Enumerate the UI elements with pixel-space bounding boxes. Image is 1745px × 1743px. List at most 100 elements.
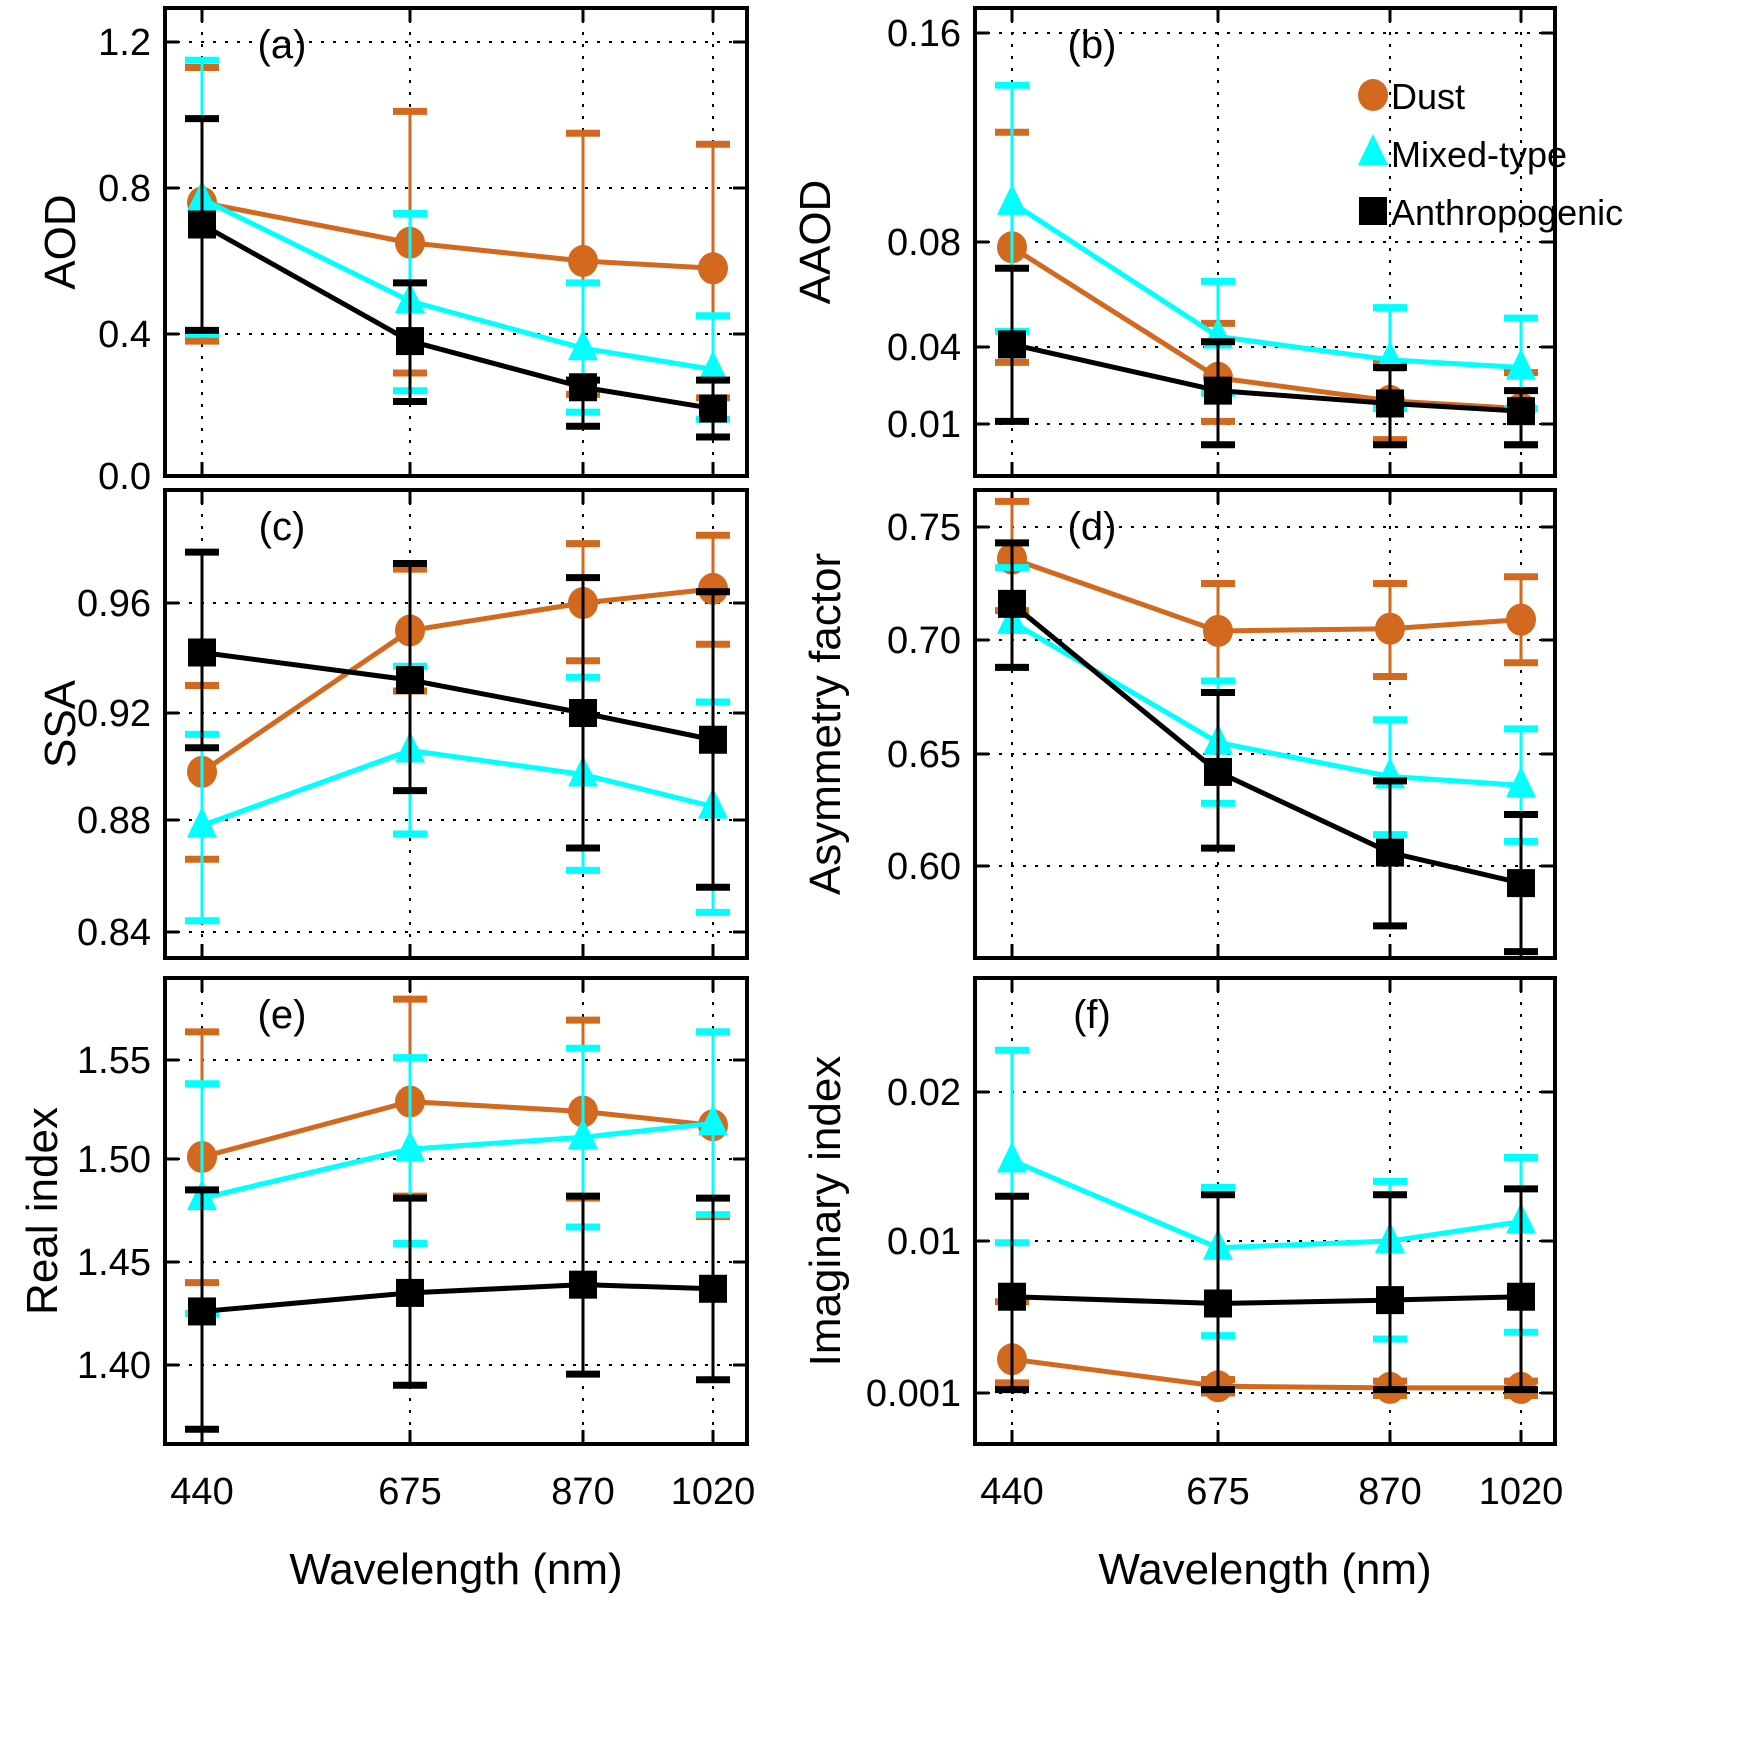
y-tick-label: 0.96 [77,583,151,625]
legend-label: Mixed-type [1391,134,1567,175]
series-line [1011,1158,1522,1251]
series-line [201,1120,714,1201]
data-point [998,330,1026,359]
legend-label: Anthropogenic [1391,192,1623,233]
series-line [1011,341,1522,414]
series-line [1010,245,1522,412]
panel-label: (c) [259,505,306,549]
series-anthro [185,548,730,891]
legend-entry-anthro: Anthropogenic [1359,192,1623,233]
series-anthro [185,115,730,441]
data-point [396,1278,424,1307]
y-tick-label: 0.8 [98,168,151,210]
panel-b: 0.01 0.04 0.08 0.16 (b) AAOD Dust Mixed-type Ant… [791,6,1623,478]
panel-d: 0.60 0.65 0.70 0.75 (d) Asymmetry factor [801,488,1557,960]
series-line [1011,556,1522,634]
series-line [201,200,714,271]
y-tick-label: 0.01 [887,1221,961,1263]
y-tick-label: 0.65 [887,734,961,776]
x-tick-label: 870 [1358,1471,1421,1513]
x-axis-title: Wavelength (nm) [1098,1545,1431,1594]
data-point [1203,614,1233,647]
series-line [201,650,714,743]
data-point [1204,376,1232,405]
panel-c: 0.84 0.88 0.92 0.96 (c) SSA [36,488,749,960]
series-anthro [995,264,1538,449]
legend-marker-square [1359,197,1387,225]
series-line [201,1099,714,1160]
data-point [1507,869,1535,898]
data-point [1204,1289,1232,1318]
data-point [1376,389,1404,418]
series-mixed [995,1046,1538,1343]
panel-f: 0.001 0.01 0.02 (f) Imaginary index 440 675 870… [801,976,1563,1594]
panel-e: 1.40 1.45 1.50 1.55 (e) Real index 440 675 870 10… [18,976,756,1594]
data-point [569,373,597,402]
x-tick-label: 1020 [671,1471,756,1513]
series-dust [995,128,1538,449]
data-point [998,1282,1026,1311]
series-line [201,747,714,828]
data-point [1507,397,1535,426]
data-point [699,725,727,754]
series-line [200,586,714,774]
data-point [1375,612,1405,645]
data-point [187,806,217,838]
y-tick-label: 0.60 [887,846,961,888]
panel-label: (e) [258,993,307,1037]
x-tick-label: 440 [170,1471,233,1513]
panel-label: (f) [1073,993,1111,1037]
data-point [997,183,1027,215]
y-tick-label: 0.01 [887,404,961,446]
y-tick-label: 1.45 [77,1242,151,1284]
plot-frame [973,488,1557,960]
y-axis-title: AOD [36,194,85,289]
data-point [698,350,728,382]
series-anthro [185,1186,730,1433]
y-tick-label: 0.04 [887,327,961,369]
series-line [1011,1356,1521,1391]
y-tick-label: 0.08 [887,222,961,264]
series-line [200,222,714,412]
series-mixed [185,1028,730,1317]
data-point [396,666,424,694]
y-tick-label: 1.2 [98,22,151,64]
y-axis-title: Imaginary index [801,1056,850,1367]
data-point [1376,838,1404,867]
x-axis-title: Wavelength (nm) [289,1545,622,1594]
series-line [1011,1294,1522,1306]
series-line [1010,200,1522,371]
y-axis-title: Asymmetry factor [801,553,850,895]
data-point [569,1270,597,1299]
legend-label: Dust [1391,76,1465,117]
data-point [188,1297,216,1326]
series-dust [185,531,730,863]
panel-label: (d) [1068,505,1117,549]
data-point [1506,603,1536,636]
data-point [1507,1282,1535,1311]
plot-frame [973,976,1557,1446]
series-line [1010,619,1522,788]
legend-entry-dust: Dust [1358,76,1465,117]
x-tick-label: 440 [980,1471,1043,1513]
plot-frame [163,976,749,1446]
series-line [1010,601,1522,886]
series-mixed [995,564,1538,845]
y-tick-label: 0.88 [77,800,151,842]
legend-entry-mixed: Mixed-type [1358,134,1567,175]
data-point [1376,1286,1404,1315]
data-point [568,1118,598,1150]
series-mixed [185,662,730,925]
y-tick-label: 1.55 [77,1040,151,1082]
y-tick-label: 0.0 [98,456,151,498]
data-point [698,252,728,285]
y-tick-label: 0.75 [887,507,961,549]
y-tick-label: 0.001 [866,1373,961,1415]
panel-a: 0.0 0.4 0.8 1.2 (a) AOD [36,6,749,498]
data-point [699,1274,727,1303]
y-axis-title: Real index [18,1107,67,1315]
y-axis-title: SSA [36,679,85,768]
data-point [568,329,598,361]
data-point [568,245,598,277]
